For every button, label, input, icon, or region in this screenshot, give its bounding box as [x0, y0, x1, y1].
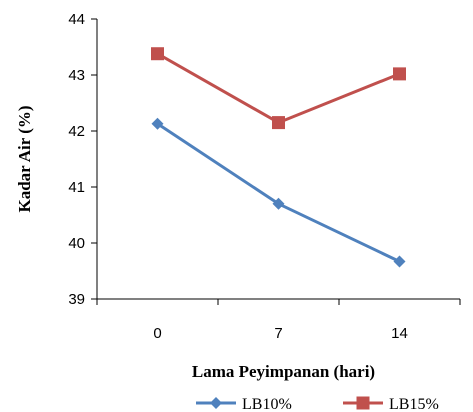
x-tick-label: 0: [153, 325, 161, 342]
legend: LB10% LB15%: [196, 396, 439, 412]
series-line: [156, 122, 401, 263]
y-tick-label: 40: [68, 235, 85, 252]
legend-marker: [210, 397, 222, 409]
legend-label: LB15%: [389, 396, 439, 412]
legend-label: LB10%: [242, 396, 292, 412]
y-tick-label: 42: [68, 123, 85, 140]
series-line: [156, 52, 401, 125]
data-point: [272, 116, 285, 130]
x-ticks: 0 7 14: [96, 299, 461, 342]
y-axis-title: Kadar Air (%): [15, 105, 34, 212]
data-point: [272, 197, 285, 210]
legend-item: LB10%: [196, 396, 292, 412]
series-1: [151, 117, 406, 268]
x-axis-title: Lama Peyimpanan (hari): [192, 362, 375, 381]
y-ticks: 39 40 41 42 43 44: [68, 11, 97, 308]
y-tick-label: 41: [68, 179, 85, 196]
data-point: [151, 47, 164, 61]
legend-item: LB15%: [343, 396, 439, 412]
y-tick-label: 39: [68, 291, 85, 308]
y-tick-label: 44: [68, 11, 85, 28]
x-tick-label: 7: [274, 325, 282, 342]
axes: [96, 19, 460, 300]
x-tick-label: 14: [391, 325, 408, 342]
legend-marker: [356, 396, 370, 410]
data-point: [393, 255, 406, 268]
data-point: [151, 117, 164, 130]
series-layer: [151, 47, 406, 268]
y-tick-label: 43: [68, 67, 85, 84]
series-2: [151, 47, 406, 130]
data-point: [393, 67, 406, 81]
